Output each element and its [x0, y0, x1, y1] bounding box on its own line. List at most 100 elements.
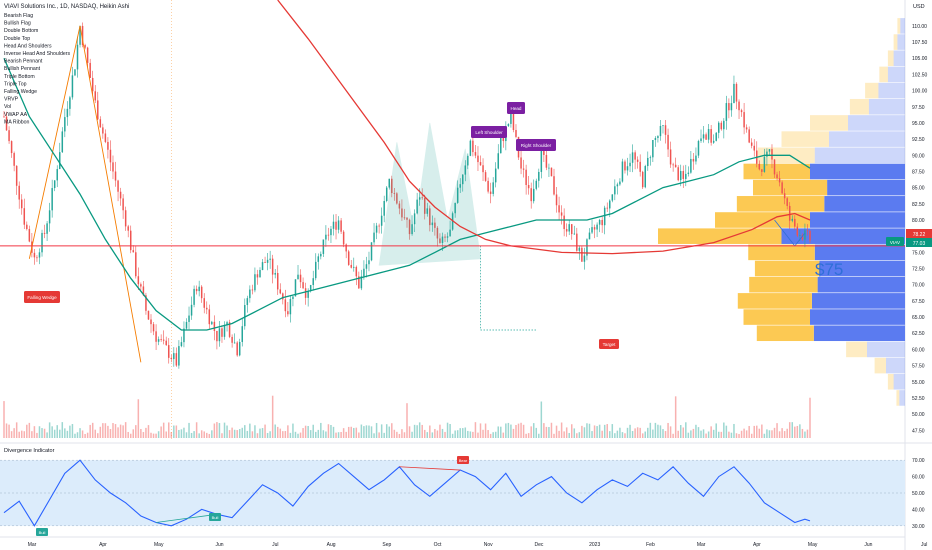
- volume-bar-172: [439, 424, 441, 438]
- volume-bar-199: [507, 422, 510, 438]
- volume-bar-10: [28, 422, 31, 438]
- volume-bar-73: [188, 422, 190, 438]
- volume-bar-203: [517, 423, 520, 438]
- volume-bar-144: [368, 425, 370, 438]
- volume-bar-68: [175, 425, 178, 438]
- candle-body-202: [515, 129, 517, 137]
- price-tick-label: 60.00: [912, 347, 925, 353]
- volume-bar-27: [71, 424, 74, 438]
- candle-body-78: [200, 286, 203, 299]
- candle-body-168: [429, 208, 431, 226]
- volume-bar-216: [550, 422, 553, 438]
- time-tick-label: Sep: [382, 542, 391, 548]
- candle-body-266: [677, 167, 679, 181]
- oscillator-tick-label: 60.00: [912, 475, 925, 481]
- candle-body-125: [320, 253, 322, 257]
- candle-body-153: [391, 178, 393, 194]
- right-shoulder-label[interactable]: Right Shoulder: [516, 139, 556, 151]
- volume-bar-270: [687, 432, 690, 438]
- candle-body-236: [601, 219, 603, 226]
- candle-body-317: [806, 230, 809, 232]
- vp-up-bar-16: [817, 276, 905, 293]
- candle-body-106: [271, 258, 274, 275]
- candle-body-255: [649, 157, 652, 159]
- volume-bar-39: [102, 423, 104, 438]
- bear-label[interactable]: Bear: [457, 456, 469, 464]
- bull-label-2[interactable]: Bull: [209, 513, 221, 521]
- candle-body-209: [532, 188, 535, 202]
- head-label[interactable]: Head: [507, 102, 525, 114]
- volume-bar-113: [289, 432, 292, 438]
- vp-up-bar-17: [811, 293, 905, 309]
- volume-bar-209: [532, 423, 535, 438]
- price-badge-upper[interactable]: 78.22: [906, 229, 932, 238]
- price-tick-label: 90.00: [912, 153, 925, 159]
- price-badge-upper-text: 78.22: [913, 232, 926, 238]
- candle-body-148: [378, 225, 380, 227]
- volume-bar-166: [423, 429, 426, 438]
- vp-down-bar-2: [887, 50, 894, 67]
- volume-bar-169: [431, 432, 434, 438]
- volume-bar-307: [781, 428, 783, 438]
- candle-body-105: [269, 258, 271, 260]
- candle-body-59: [152, 324, 155, 332]
- candle-body-200: [510, 111, 512, 124]
- volume-bar-212: [540, 401, 543, 438]
- candle-body-247: [629, 162, 631, 167]
- volume-bar-11: [31, 431, 33, 438]
- candle-body-73: [188, 315, 190, 322]
- volume-bar-208: [530, 426, 532, 438]
- price-tick-label: 87.50: [912, 169, 925, 175]
- volume-bar-240: [611, 424, 614, 438]
- volume-bar-200: [510, 424, 512, 438]
- price-badge-lower[interactable]: 77.03: [906, 238, 932, 247]
- vp-down-bar-1: [893, 34, 898, 50]
- volume-bar-37: [97, 433, 99, 438]
- price-tick-label: 100.00: [912, 89, 928, 95]
- volume-bar-13: [36, 432, 38, 438]
- vp-up-bar-4: [878, 82, 905, 99]
- volume-bar-72: [185, 432, 188, 438]
- bull-label-1[interactable]: Bull: [36, 528, 48, 536]
- candle-body-144: [368, 260, 370, 265]
- target-label[interactable]: Target: [599, 339, 619, 349]
- candle-body-134: [342, 231, 345, 245]
- candle-body-60: [155, 331, 157, 342]
- volume-bar-245: [624, 433, 626, 438]
- volume-bar-227: [578, 432, 581, 438]
- candle-body-151: [385, 187, 388, 201]
- candle-body-96: [246, 298, 249, 306]
- left-shoulder-label[interactable]: Left Shoulder: [471, 126, 507, 138]
- volume-bar-256: [652, 429, 654, 438]
- volume-bar-55: [142, 432, 145, 438]
- candle-body-283: [720, 122, 723, 130]
- candle-body-299: [761, 169, 763, 172]
- ticker-badge[interactable]: VIAV: [886, 237, 904, 246]
- volume-bar-114: [292, 423, 294, 438]
- volume-bar-232: [591, 431, 593, 438]
- vp-up-bar-7: [829, 131, 905, 147]
- candle-body-67: [173, 353, 175, 360]
- vp-down-bar-17: [737, 293, 812, 309]
- falling-wedge-label[interactable]: Falling Wedge: [24, 291, 60, 303]
- price-tick-label: 102.50: [912, 72, 928, 78]
- volume-bar-257: [654, 422, 657, 438]
- candle-body-82: [211, 321, 213, 325]
- candle-body-207: [527, 185, 530, 189]
- candle-body-187: [477, 155, 479, 163]
- volume-bar-215: [548, 427, 550, 438]
- candle-body-55: [142, 286, 145, 296]
- time-axis[interactable]: Mar Apr May Jun Jul Aug Sep Oct Nov Dec 2023 Feb Mar…: [28, 542, 928, 548]
- volume-bar-253: [644, 431, 647, 438]
- candle-body-45: [117, 180, 119, 192]
- volume-bar-248: [631, 431, 634, 438]
- oscillator-axis[interactable]: 70.00 60.00 50.00 40.00 30.00: [912, 458, 925, 530]
- volume-bar-214: [545, 426, 548, 438]
- volume-bar-121: [309, 430, 312, 438]
- volume-bar-81: [208, 433, 211, 438]
- volume-bar-180: [459, 428, 461, 438]
- candle-body-48: [124, 210, 127, 227]
- candle-body-12: [33, 252, 36, 258]
